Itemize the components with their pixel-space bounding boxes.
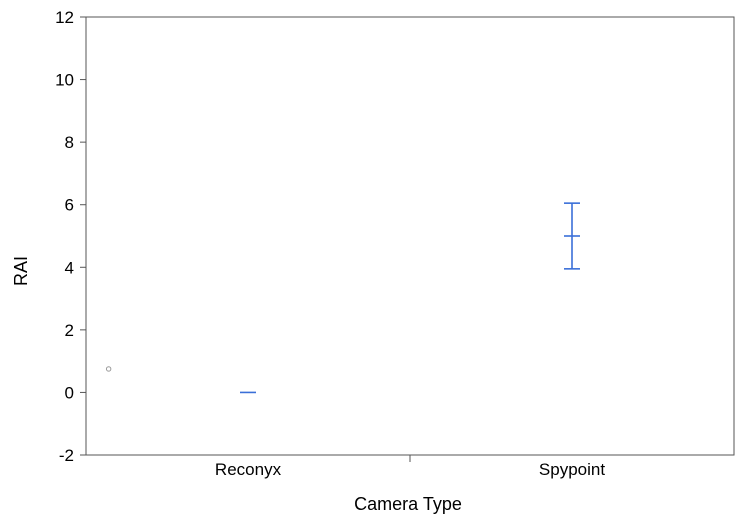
plot-frame (85, 16, 735, 456)
x-tick-label: Spypoint (539, 460, 605, 479)
y-axis-title: RAI (11, 256, 31, 286)
y-tick-label: 6 (65, 196, 74, 215)
y-tick-label: 4 (65, 258, 74, 277)
y-tick-label: 2 (65, 321, 74, 340)
error-bar-spypoint (564, 202, 580, 270)
y-tick-label: 12 (55, 8, 74, 27)
y-tick-label: 0 (65, 383, 74, 402)
y-tick-label: -2 (59, 446, 74, 465)
y-axis: -2 0 2 4 6 8 10 12 (55, 8, 86, 465)
x-axis-title: Camera Type (354, 494, 462, 514)
x-axis: Reconyx Spypoint (215, 455, 605, 479)
x-tick-label: Reconyx (215, 460, 282, 479)
y-tick-label: 8 (65, 133, 74, 152)
stray-point (105, 366, 112, 372)
data-marks (105, 202, 580, 394)
y-tick-label: 10 (55, 71, 74, 90)
